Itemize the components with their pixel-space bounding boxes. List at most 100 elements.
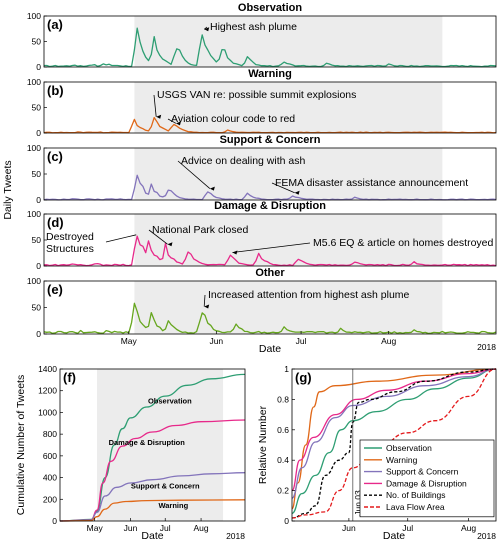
series-label-f: Support & Concern	[131, 481, 200, 490]
ytick-label-d: 100	[27, 209, 41, 219]
ytick-label-g: 1	[284, 364, 289, 374]
annotation-arrow-c	[271, 182, 295, 194]
xtick-label-f: Jun	[124, 523, 138, 533]
ytick-label-b: 100	[27, 77, 41, 87]
annotation-arrowhead-d	[167, 242, 173, 247]
series-line-f	[59, 499, 246, 522]
annotation-text-d: National Park closed	[152, 224, 248, 236]
xaxis-label-f: Date	[141, 530, 163, 541]
year-label-f: 2018	[226, 531, 245, 541]
panel-title-e: Other	[255, 267, 285, 279]
shaded-period-a	[134, 16, 443, 67]
legend-box	[359, 439, 495, 518]
panel-title-d: Damage & Disruption	[214, 200, 326, 212]
series-label-f: Warning	[158, 501, 188, 510]
ytick-label-a: 100	[27, 11, 41, 21]
ytick-label-f: 600	[43, 451, 57, 461]
ytick-label-f: 1400	[38, 364, 57, 374]
ytick-label-g: 0	[284, 516, 289, 526]
xtick-label-g: Jul	[402, 523, 413, 533]
ytick-label-e: 0	[36, 329, 41, 339]
series-label-f: Damage & Disruption	[109, 438, 186, 447]
xtick-label-f: Jul	[160, 523, 171, 533]
panel-title-a: Observation	[238, 2, 302, 14]
ytick-label-f: 0	[52, 516, 57, 526]
ytick-label-c: 100	[27, 143, 41, 153]
annotation-arrow-d	[105, 234, 137, 243]
annotation-arrowhead-a	[204, 27, 210, 32]
series-line-a	[44, 27, 497, 68]
axes-frames	[43, 15, 497, 522]
annotation-text-d: Destroyed	[46, 231, 94, 243]
shaded-periods	[97, 16, 443, 521]
annotation-arrow-d	[232, 242, 311, 253]
xaxis-label-e: Date	[259, 343, 281, 355]
ytick-label-g: 0.2	[277, 486, 289, 496]
xtick-label-e: Aug	[381, 336, 396, 346]
series-line-e	[43, 302, 497, 335]
annotation-text-c: Advice on dealing with ash	[181, 155, 305, 167]
ytick-label-a: 50	[32, 37, 42, 47]
annotation-text-b: Aviation colour code to red	[171, 113, 295, 125]
ytick-label-f: 200	[43, 494, 57, 504]
series-label-f: Observation	[148, 397, 192, 406]
ytick-label-f: 400	[43, 473, 57, 483]
xtick-label-e: Jul	[296, 336, 307, 346]
series-line-g	[291, 368, 497, 492]
ytick-label-f: 1000	[38, 407, 57, 417]
ytick-label-b: 50	[32, 103, 42, 113]
yaxis-label-g: Relative Number	[257, 405, 269, 484]
panel-label-d: (d)	[47, 215, 64, 230]
panel-label-a: (a)	[47, 17, 63, 32]
ytick-label-g: 0.8	[277, 394, 289, 404]
ytick-label-d: 50	[32, 235, 42, 245]
shaded-period-c	[134, 148, 443, 200]
ytick-label-b: 0	[36, 128, 41, 138]
daily-tweets-axis-label: Daily Tweets	[2, 160, 14, 219]
xtick-label-g: Jun	[342, 523, 356, 533]
annotation-arrowhead-c	[209, 186, 215, 191]
annotation-text-c: FEMA disaster assistance announcement	[275, 177, 468, 189]
annotation-arrow-b	[153, 94, 157, 117]
legend-entry: No. of Buildings	[386, 490, 446, 500]
legend-entry: Damage & Disruption	[386, 478, 467, 488]
xtick-label-e: May	[121, 336, 138, 346]
ytick-label-f: 1200	[38, 386, 57, 396]
ytick-label-f: 800	[43, 429, 57, 439]
legend-entry: Observation	[386, 443, 432, 453]
panel-label-g: (g)	[295, 370, 312, 385]
axes-frame-g	[291, 368, 497, 522]
legend-entry: Support & Concern	[386, 467, 459, 477]
annotation-arrow-c	[177, 160, 211, 189]
panel-label-b: (b)	[47, 83, 64, 98]
annotation-text-d: M5.6 EQ & article on homes destroyed	[313, 237, 493, 249]
vline-label-g: Jun 03	[353, 490, 363, 516]
legend-entry: Warning	[386, 455, 418, 465]
ytick-label-g: 0.4	[277, 455, 289, 465]
series-line-f	[59, 419, 246, 522]
shaded-period-b	[134, 82, 443, 133]
xtick-label-f: Aug	[194, 523, 209, 533]
annotation-arrowhead-c	[294, 190, 300, 195]
annotation-arrow-b	[167, 118, 177, 124]
xtick-label-f: May	[87, 523, 104, 533]
shaded-period-e	[134, 281, 443, 334]
annotation-arrowhead-b	[175, 121, 181, 126]
annotation-text-e: Increased attention from highest ash plu…	[208, 289, 410, 301]
annotation-arrow-a	[203, 26, 208, 30]
xtick-label-g: Aug	[461, 523, 476, 533]
panel-title-c: Support & Concern	[220, 134, 321, 146]
year-label-e: 2018	[477, 342, 496, 352]
xtick-label-e: Jun	[209, 336, 223, 346]
series-line-g	[291, 368, 497, 510]
ytick-label-g: 0.6	[277, 425, 289, 435]
panel-label-c: (c)	[47, 149, 63, 164]
series-layer	[43, 27, 497, 522]
year-label-g: 2018	[477, 531, 496, 541]
xaxis-label-g: Date	[383, 530, 405, 541]
series-line-f	[59, 472, 246, 522]
annotation-arrowhead-d	[232, 250, 238, 255]
annotation-arrow-d	[148, 229, 168, 245]
series-line-f	[59, 373, 246, 522]
